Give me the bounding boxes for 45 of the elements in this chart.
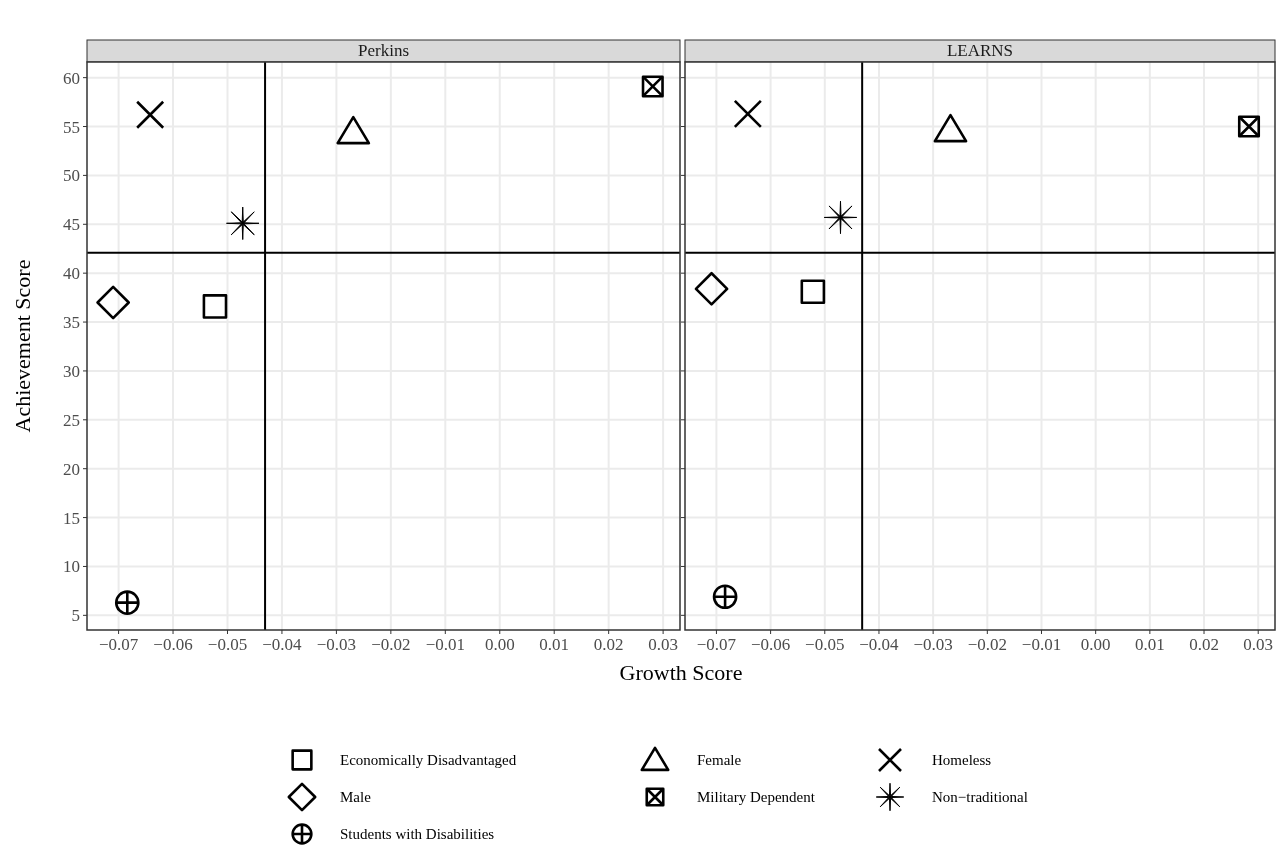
x-axis-title: Growth Score <box>619 660 743 685</box>
x-tick-label: −0.02 <box>967 635 1007 654</box>
legend-label: Military Dependent <box>697 789 816 805</box>
y-tick-label: 35 <box>63 313 80 333</box>
x-tick-label: −0.03 <box>316 635 357 654</box>
x-tick-label: −0.04 <box>262 635 303 654</box>
legend-label: Non−traditional <box>932 789 1028 805</box>
x-tick-label: 0.03 <box>1243 635 1274 654</box>
y-axis-title: Achievement Score <box>10 259 35 433</box>
chart-title: Perkins <box>358 41 409 60</box>
y-tick-label: 55 <box>63 117 80 137</box>
x-tick-label: 0.00 <box>484 635 515 654</box>
x-tick-label: 0.03 <box>648 635 678 654</box>
y-tick-label: 60 <box>63 68 80 88</box>
x-tick-label: −0.06 <box>750 635 791 654</box>
x-tick-label: −0.02 <box>371 635 411 654</box>
x-tick-label: −0.01 <box>425 635 465 654</box>
legend-label: Students with Disabilities <box>340 826 495 842</box>
legend-label: Female <box>697 752 742 768</box>
x-tick-label: −0.06 <box>153 635 193 654</box>
y-tick-label: 15 <box>63 508 80 528</box>
y-tick-label: 25 <box>63 410 80 430</box>
y-tick-label: 10 <box>63 557 80 577</box>
x-tick-label: −0.03 <box>913 635 953 654</box>
x-tick-label: 0.00 <box>1080 635 1111 654</box>
x-tick-label: 0.02 <box>1189 635 1219 654</box>
x-tick-label: −0.01 <box>1021 635 1062 654</box>
x-tick-label: −0.07 <box>696 635 737 654</box>
y-tick-label: 50 <box>63 166 80 186</box>
chart-title: LEARNS <box>946 41 1014 60</box>
y-tick-label: 20 <box>63 459 80 479</box>
y-tick-label: 5 <box>71 606 80 626</box>
x-tick-label: 0.02 <box>593 635 624 654</box>
x-tick-label: −0.04 <box>859 635 900 654</box>
y-tick-label: 40 <box>63 264 80 284</box>
legend-label: Economically Disadvantaged <box>340 752 517 768</box>
x-tick-label: 0.01 <box>539 635 570 654</box>
x-tick-label: −0.07 <box>98 635 139 654</box>
legend-label: Homeless <box>932 752 992 768</box>
x-tick-label: −0.05 <box>805 635 845 654</box>
y-tick-label: 45 <box>63 215 80 235</box>
legend-label: Male <box>340 789 372 805</box>
x-tick-label: −0.05 <box>207 635 248 654</box>
y-tick-label: 30 <box>63 361 80 381</box>
x-tick-label: 0.01 <box>1134 635 1165 654</box>
